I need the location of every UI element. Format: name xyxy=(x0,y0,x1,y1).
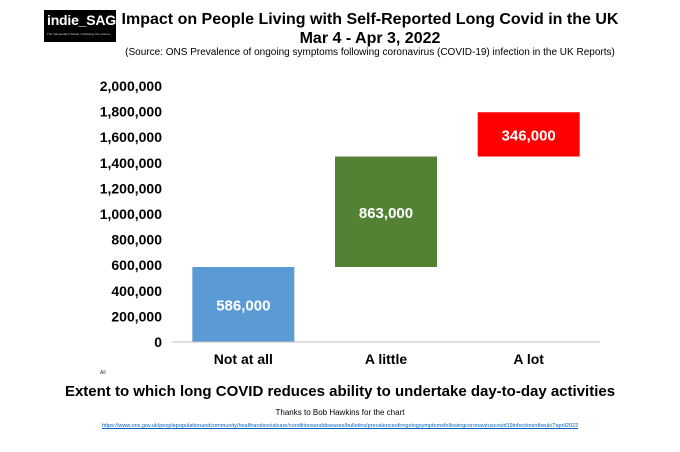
y-tick-label: 200,000 xyxy=(111,308,162,324)
chart-subtitle: Mar 4 - Apr 3, 2022 xyxy=(299,30,441,47)
indie-sage-logo: indie_SAGE The Independent SAGE • Follow… xyxy=(44,10,125,42)
y-tick-label: 1,000,000 xyxy=(100,206,162,222)
y-tick-label: 600,000 xyxy=(111,257,162,273)
chart-title: Impact on People Living with Self-Report… xyxy=(121,11,619,28)
data-label: 863,000 xyxy=(359,205,413,222)
y-tick-label: 2,000,000 xyxy=(100,78,162,94)
logo-tagline: The Independent SAGE • Following the sci… xyxy=(47,32,111,36)
all-note: All xyxy=(100,370,106,376)
logo-text: indie_SAGE xyxy=(47,12,126,28)
y-tick-label: 1,400,000 xyxy=(100,155,162,171)
chart-source: (Source: ONS Prevalence of ongoing sympt… xyxy=(125,47,615,58)
y-tick-label: 800,000 xyxy=(111,232,162,248)
x-axis-title: Extent to which long COVID reduces abili… xyxy=(64,383,616,400)
data-label: 586,000 xyxy=(216,297,270,314)
y-tick-label: 400,000 xyxy=(111,283,162,299)
bar xyxy=(335,156,437,267)
waterfall-chart: 0 200,000 400,000 600,000 800,000 1,000,000 1,… xyxy=(100,78,600,367)
x-tick-label: Not at all xyxy=(214,351,273,367)
source-link[interactable]: https://www.ons.gov.uk/peoplepopulationa… xyxy=(101,423,579,429)
x-tick-label: A lot xyxy=(513,351,544,367)
y-tick-label: 0 xyxy=(154,334,162,350)
bar xyxy=(192,266,295,342)
bar xyxy=(477,112,580,157)
y-tick-label: 1,200,000 xyxy=(100,180,162,196)
x-tick-label: A little xyxy=(365,351,407,367)
data-label: 346,000 xyxy=(502,127,556,144)
thanks-note: Thanks to Bob Hawkins for the chart xyxy=(275,408,405,417)
y-tick-label: 1,800,000 xyxy=(100,104,162,120)
y-tick-label: 1,600,000 xyxy=(100,129,162,145)
